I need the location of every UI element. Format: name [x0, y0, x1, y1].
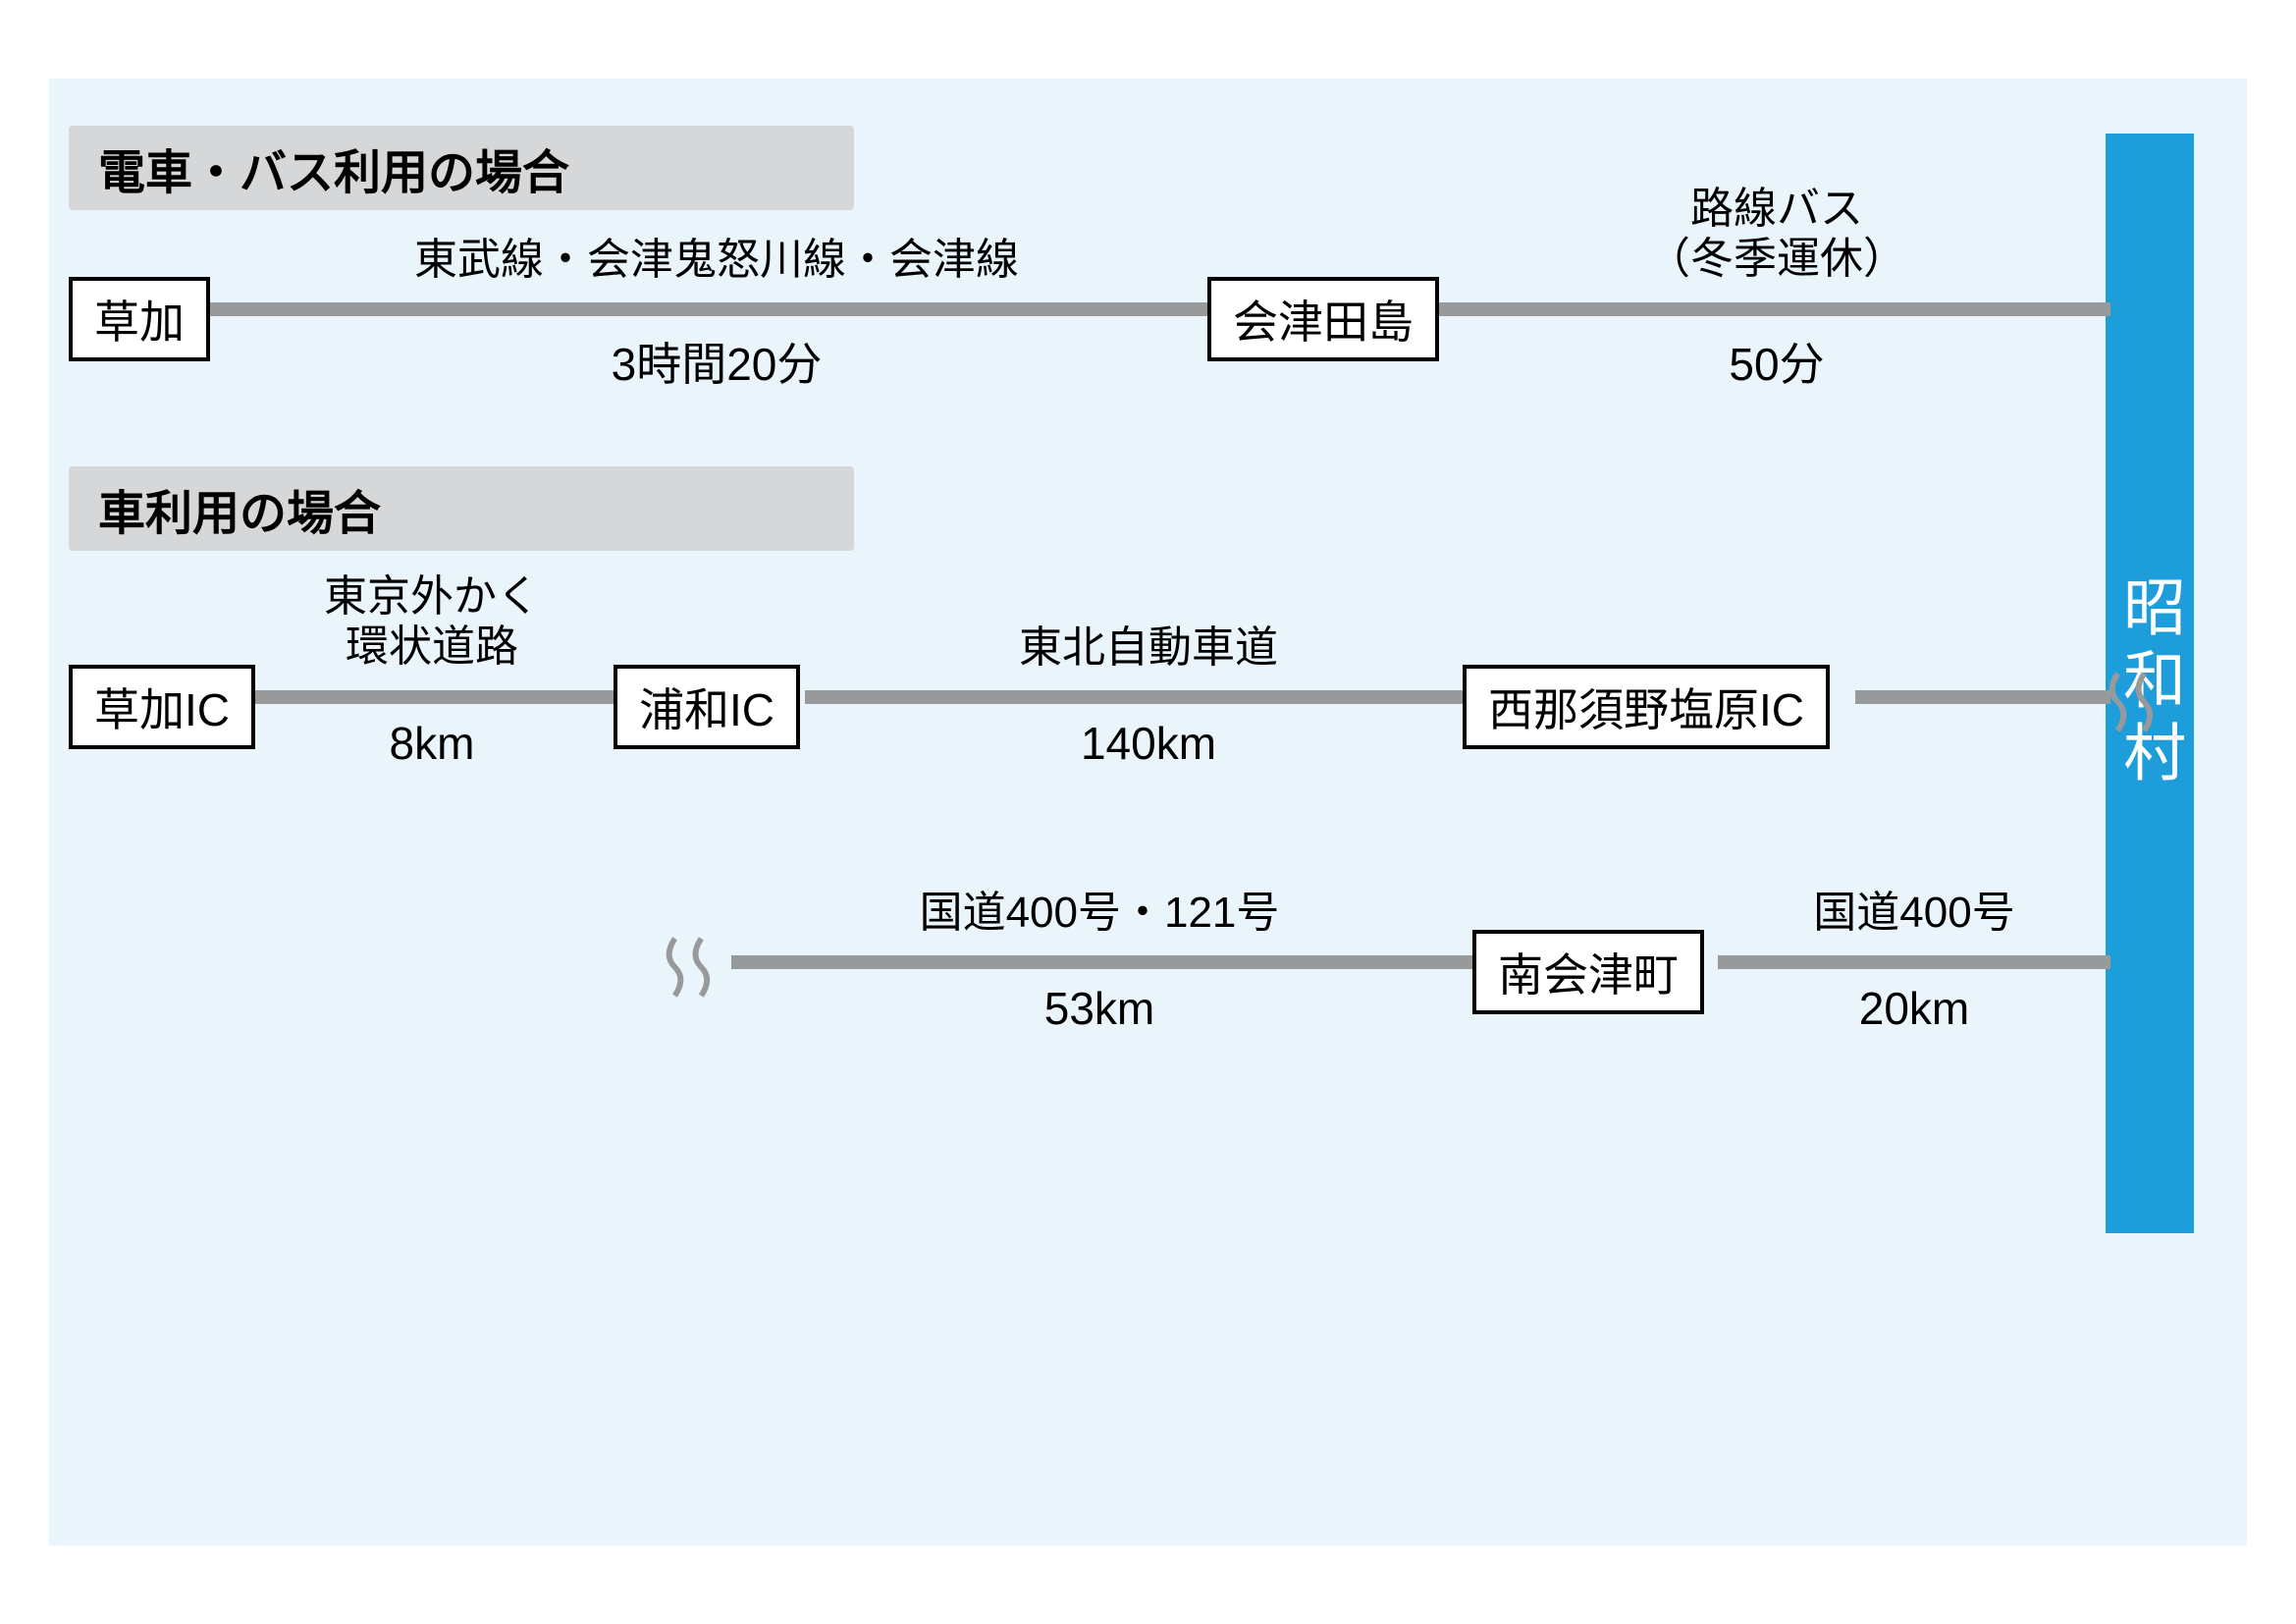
car-seg-d-line	[1718, 955, 2110, 969]
car-seg-a-top: 東京外かく 環状道路	[236, 572, 628, 672]
car-seg-b-line	[805, 690, 1472, 704]
car-wave-row2	[658, 933, 726, 1001]
car-seg-a-bot: 8km	[236, 717, 628, 770]
train-seg-a-line	[196, 302, 1217, 316]
train-seg-b-line	[1423, 302, 2110, 316]
section-title-train: 電車・バス利用の場合	[98, 147, 569, 199]
car-seg-b-top: 東北自動車道	[834, 623, 1463, 674]
car-node-mid1: 浦和IC	[614, 665, 800, 749]
train-seg-b-top: 路線バス （冬季運休）	[1463, 185, 2091, 284]
train-seg-a-top: 東武線・会津鬼怒川線・会津線	[226, 236, 1207, 286]
car-node-mid2-label: 西那須野塩原IC	[1488, 684, 1804, 735]
section-header-train: 電車・バス利用の場合	[69, 126, 854, 210]
car-seg-d-top: 国道400号	[1728, 889, 2101, 939]
car-seg-a-line	[245, 690, 618, 704]
car-seg-d-bot: 20km	[1728, 982, 2101, 1035]
car-seg-c-line	[731, 955, 1477, 969]
train-node-mid-label: 会津田島	[1233, 297, 1414, 348]
car-node-mid3: 南会津町	[1472, 930, 1704, 1014]
car-node-start: 草加IC	[69, 665, 255, 749]
car-seg-b-bot: 140km	[834, 717, 1463, 770]
train-node-start: 草加	[69, 277, 210, 361]
car-node-mid1-label: 浦和IC	[639, 684, 774, 735]
diagram-canvas: 昭和村 電車・バス利用の場合 草加 会津田島 東武線・会津鬼怒川線・会津線 3時…	[49, 79, 2247, 1545]
car-seg-c-bot: 53km	[736, 982, 1463, 1035]
car-node-mid2: 西那須野塩原IC	[1463, 665, 1830, 749]
car-node-start-label: 草加IC	[94, 684, 230, 735]
train-node-mid: 会津田島	[1207, 277, 1439, 361]
car-row1-tail-line	[1855, 690, 2110, 704]
train-seg-b-bot: 50分	[1463, 329, 2091, 394]
train-seg-a-bot: 3時間20分	[226, 329, 1207, 394]
car-seg-c-top: 国道400号・121号	[736, 889, 1463, 939]
car-node-mid3-label: 南会津町	[1498, 949, 1679, 1001]
train-node-start-label: 草加	[94, 297, 185, 348]
section-header-car: 車利用の場合	[69, 466, 854, 551]
section-title-car: 車利用の場合	[98, 488, 381, 540]
car-wave-row1	[2101, 668, 2169, 736]
